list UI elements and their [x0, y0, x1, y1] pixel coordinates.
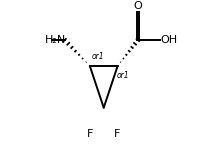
- Text: H₂N: H₂N: [44, 35, 66, 45]
- Text: O: O: [134, 1, 142, 11]
- Text: or1: or1: [117, 71, 130, 80]
- Text: OH: OH: [161, 35, 178, 45]
- Text: F: F: [114, 129, 120, 139]
- Text: or1: or1: [91, 52, 104, 61]
- Text: F: F: [87, 129, 94, 139]
